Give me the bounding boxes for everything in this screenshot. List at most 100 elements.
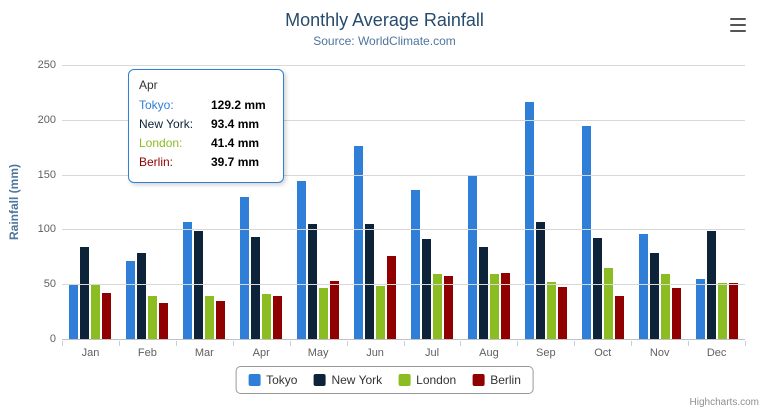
bar-london-jul[interactable] xyxy=(432,274,442,339)
legend-item-new-york[interactable]: New York xyxy=(313,373,382,387)
bar-berlin-may[interactable] xyxy=(330,281,340,339)
y-tick-label: 50 xyxy=(43,278,56,291)
bar-new-york-sep[interactable] xyxy=(535,222,545,339)
tooltip-series-value: 93.4 mm xyxy=(211,117,260,131)
export-menu-button[interactable] xyxy=(727,16,749,34)
x-tick-mark xyxy=(289,341,291,346)
bar-london-may[interactable] xyxy=(319,287,329,339)
bar-new-york-oct[interactable] xyxy=(592,237,602,339)
bar-london-nov[interactable] xyxy=(660,274,670,339)
bar-london-jan[interactable] xyxy=(91,285,101,339)
bar-group-jun xyxy=(347,65,404,339)
bar-group-feb xyxy=(119,65,176,339)
tooltip-row-london: London: 41.4 mm xyxy=(139,136,273,151)
x-tick-mark xyxy=(460,341,462,346)
tooltip-series-value: 41.4 mm xyxy=(211,136,260,150)
tooltip-series-name: London: xyxy=(139,136,183,150)
bar-group-jan xyxy=(62,65,119,339)
bar-tokyo-jan[interactable] xyxy=(69,284,79,339)
bar-tokyo-jul[interactable] xyxy=(410,190,420,339)
x-axis-ticks xyxy=(62,341,746,347)
bar-group-sep xyxy=(517,65,574,339)
bar-tokyo-sep[interactable] xyxy=(524,101,534,339)
x-tick-mark xyxy=(403,341,405,346)
menu-line-icon xyxy=(730,30,746,32)
bar-berlin-feb[interactable] xyxy=(159,302,169,339)
x-tick-label: Dec xyxy=(706,347,727,359)
x-tick-label: May xyxy=(307,347,329,359)
bar-tokyo-oct[interactable] xyxy=(581,126,591,339)
bar-tokyo-nov[interactable] xyxy=(638,234,648,339)
bar-tokyo-mar[interactable] xyxy=(183,222,193,339)
bar-berlin-jan[interactable] xyxy=(102,292,112,339)
bar-berlin-aug[interactable] xyxy=(500,272,510,339)
bar-new-york-apr[interactable] xyxy=(251,236,261,339)
bar-london-oct[interactable] xyxy=(603,267,613,339)
x-tick-label: Apr xyxy=(252,347,270,359)
legend-label: London xyxy=(416,373,457,387)
chart-subtitle: Source: WorldClimate.com xyxy=(313,34,456,48)
bar-groups xyxy=(62,65,745,339)
legend-item-tokyo[interactable]: Tokyo xyxy=(248,373,297,387)
x-tick-label: Jan xyxy=(81,347,100,359)
bar-new-york-jun[interactable] xyxy=(365,224,375,339)
x-tick-mark xyxy=(232,341,234,346)
legend-item-london[interactable]: London xyxy=(398,373,456,387)
bar-berlin-nov[interactable] xyxy=(671,287,681,339)
bar-london-jun[interactable] xyxy=(376,286,386,339)
bar-group-may xyxy=(290,65,347,339)
bar-berlin-jun[interactable] xyxy=(387,256,397,339)
x-tick-label: Oct xyxy=(594,347,612,359)
gridline xyxy=(62,229,745,231)
legend-label: New York xyxy=(331,373,383,387)
x-tick-label: Jul xyxy=(424,347,440,359)
bar-new-york-jul[interactable] xyxy=(421,239,431,339)
bar-tokyo-aug[interactable] xyxy=(467,176,477,339)
bar-tokyo-dec[interactable] xyxy=(695,279,705,339)
bar-london-sep[interactable] xyxy=(546,281,556,339)
bar-berlin-apr[interactable] xyxy=(273,295,283,339)
plot-area: Apr Tokyo: 129.2 mm New York: 93.4 mm London… xyxy=(62,65,745,340)
bar-tokyo-may[interactable] xyxy=(297,181,307,339)
y-tick-label: 0 xyxy=(49,333,56,345)
bar-new-york-may[interactable] xyxy=(308,223,318,339)
bar-tokyo-jun[interactable] xyxy=(354,146,364,339)
bar-london-feb[interactable] xyxy=(148,296,158,339)
bar-berlin-jul[interactable] xyxy=(443,276,453,339)
chart-title: Monthly Average Rainfall xyxy=(285,10,484,30)
bar-berlin-oct[interactable] xyxy=(614,296,624,339)
legend-item-berlin[interactable]: Berlin xyxy=(472,373,521,387)
bar-london-apr[interactable] xyxy=(262,293,272,339)
legend-label: Berlin xyxy=(490,373,521,387)
y-tick-label: 100 xyxy=(37,223,56,236)
legend-swatch-icon xyxy=(313,374,326,386)
legend-label: Tokyo xyxy=(266,373,298,387)
y-tick-label: 200 xyxy=(37,113,56,126)
x-tick-label: Mar xyxy=(194,347,214,359)
menu-line-icon xyxy=(730,24,746,26)
bar-london-aug[interactable] xyxy=(489,273,499,339)
tooltip-series-name: Berlin: xyxy=(139,155,174,169)
x-tick-mark xyxy=(175,341,177,346)
bar-new-york-feb[interactable] xyxy=(137,252,147,339)
bar-london-mar[interactable] xyxy=(205,295,215,339)
bar-new-york-jan[interactable] xyxy=(80,247,90,339)
tooltip-row-berlin: Berlin: 39.7 mm xyxy=(139,155,273,170)
bar-new-york-aug[interactable] xyxy=(478,247,488,339)
bar-berlin-sep[interactable] xyxy=(557,286,567,339)
bar-berlin-dec[interactable] xyxy=(728,283,738,339)
bar-tokyo-feb[interactable] xyxy=(126,260,136,339)
gridline xyxy=(62,119,745,121)
bar-london-dec[interactable] xyxy=(717,282,727,339)
bar-tokyo-apr[interactable] xyxy=(240,197,250,339)
legend-swatch-icon xyxy=(248,374,261,386)
bar-berlin-mar[interactable] xyxy=(216,301,226,339)
y-axis-labels: 0 50 100 150 200 250 xyxy=(20,59,56,345)
tooltip-row-tokyo: Tokyo: 129.2 mm xyxy=(139,98,273,113)
bar-new-york-nov[interactable] xyxy=(649,252,659,339)
x-tick-mark xyxy=(631,341,633,346)
x-axis-labels: Jan Feb Mar Apr May Jun Jul Aug Sep Oct Nov Dec xyxy=(62,347,745,359)
credits-link[interactable]: Highcharts.com xyxy=(689,397,759,408)
x-tick-label: Aug xyxy=(479,347,499,359)
x-tick-mark xyxy=(517,341,519,346)
